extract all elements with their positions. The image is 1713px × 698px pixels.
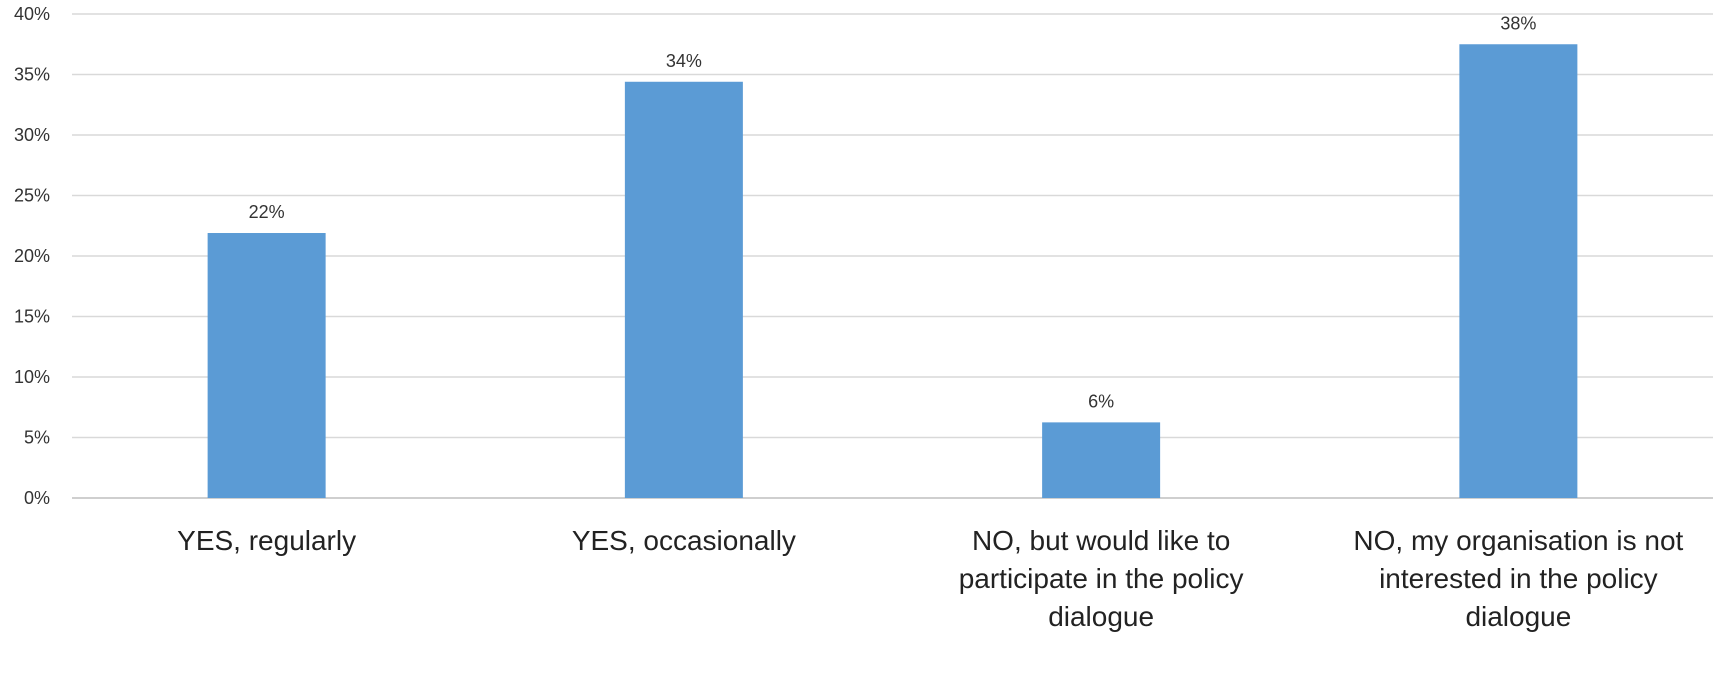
x-category-label-line: NO, my organisation is not [1353, 525, 1683, 556]
data-label: 6% [1088, 391, 1114, 411]
y-tick-label: 15% [14, 307, 50, 327]
x-category-label-line: YES, regularly [177, 525, 356, 556]
data-labels: 22% 34% 6% 38% [249, 13, 1537, 411]
x-category-label: YES, regularly [177, 525, 356, 556]
y-tick-label: 10% [14, 367, 50, 387]
y-tick-label: 35% [14, 65, 50, 85]
x-category-label-line: participate in the policy [959, 563, 1244, 594]
bar [1042, 422, 1161, 498]
y-tick-label: 25% [14, 186, 50, 206]
y-tick-label: 5% [24, 428, 50, 448]
x-category-label-line: YES, occasionally [572, 525, 796, 556]
data-label: 38% [1500, 13, 1536, 33]
bar [207, 233, 326, 498]
bar [1459, 44, 1578, 498]
y-tick-label: 20% [14, 246, 50, 266]
y-tick-label: 30% [14, 125, 50, 145]
data-label: 22% [249, 202, 285, 222]
bars [207, 44, 1578, 498]
data-label: 34% [666, 51, 702, 71]
x-category-label-line: dialogue [1048, 601, 1154, 632]
y-tick-label: 40% [14, 4, 50, 24]
bar [624, 81, 743, 498]
x-category-label-line: interested in the policy [1379, 563, 1658, 594]
y-tick-label: 0% [24, 488, 50, 508]
x-axis-category-labels: YES, regularly YES, occasionally NO, but w… [177, 525, 1683, 632]
x-category-label-line: NO, but would like to [972, 525, 1230, 556]
x-category-label: NO, but would like to participate in the … [959, 525, 1244, 632]
y-axis-tick-labels: 0% 5% 10% 15% 20% 25% 30% 35% 40% [14, 4, 50, 508]
x-category-label-line: dialogue [1465, 601, 1571, 632]
gridlines [72, 13, 1713, 499]
x-category-label: YES, occasionally [572, 525, 796, 556]
x-category-label: NO, my organisation is not interested in … [1353, 525, 1683, 632]
